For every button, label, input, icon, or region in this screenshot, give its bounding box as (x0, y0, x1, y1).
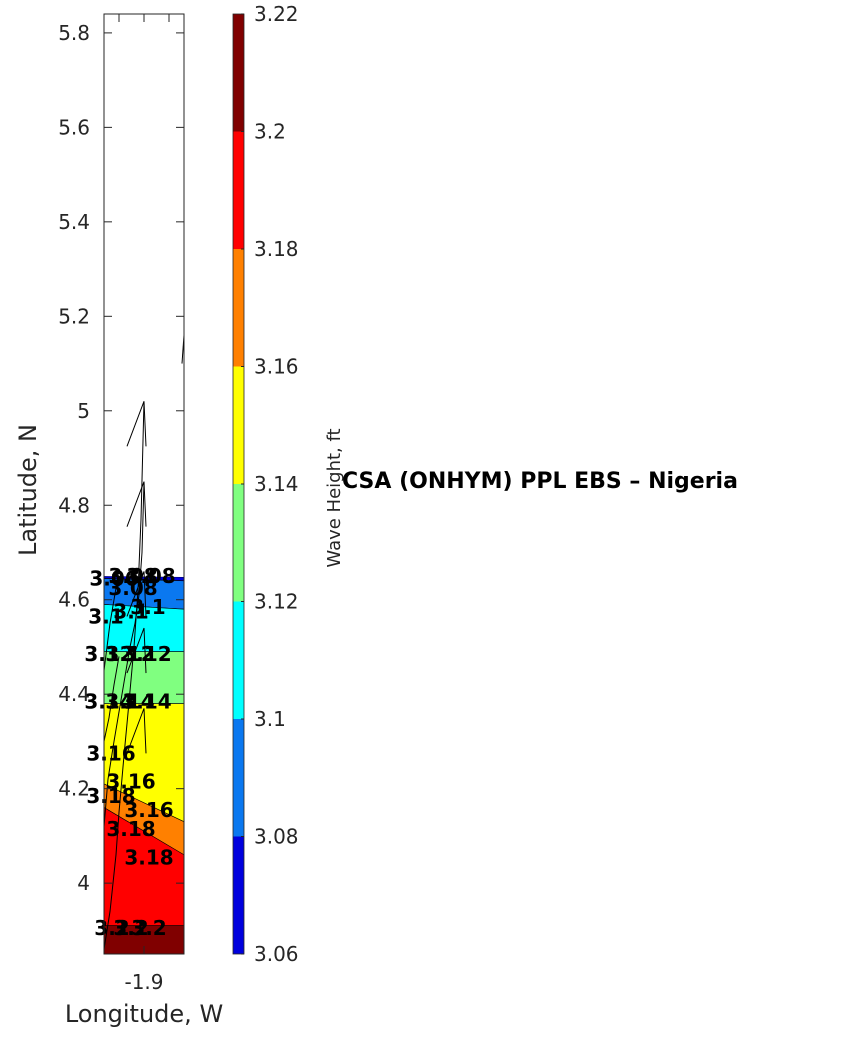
axis-ticks: 4 4.2 4.4 4.6 4.8 5 5.2 5.4 5.6 5.8 -1.9 (58, 14, 184, 994)
colorbar-segment (233, 131, 244, 249)
contour-band (104, 925, 184, 954)
y-tick-label: 4.4 (58, 682, 90, 706)
colorbar-tick-label: 3.22 (254, 2, 299, 26)
y-tick-label: 5.2 (58, 304, 90, 328)
vector-arrowhead (126, 481, 147, 527)
y-tick-label: 5.8 (58, 21, 90, 45)
contour-label: 3.14 (84, 689, 133, 713)
vector-arrowhead (126, 401, 147, 447)
contour-label: 3.1 (130, 595, 165, 619)
contour-label: 3.08 (108, 576, 157, 600)
vector-arrowhead (126, 627, 147, 674)
colorbar-tick-label: 3.06 (254, 942, 299, 966)
contour-labels: 3.063.083.083.083.13.13.13.123.123.123.1… (84, 564, 175, 940)
y-tick-label: 5 (77, 399, 90, 423)
contour-label: 3.2 (131, 916, 166, 940)
colorbar-segment (233, 366, 244, 484)
contour-band (104, 703, 184, 823)
y-tick-label: 4.2 (58, 777, 90, 801)
vector-arrowhead (126, 708, 147, 754)
contour-band (104, 651, 184, 704)
contour-label: 3.16 (124, 798, 173, 822)
colorbar-title: Wave Height, ft (324, 428, 345, 567)
no-data-region (104, 14, 184, 578)
colorbar-segment (233, 836, 244, 954)
contour-label: 3.08 (108, 564, 157, 588)
contour-label: 3.18 (106, 817, 155, 841)
contour-label: 3.12 (84, 642, 133, 666)
colorbar-tick-label: 3.08 (254, 825, 299, 849)
colorbar-segment (233, 484, 244, 602)
y-tick-label: 5.6 (58, 115, 90, 139)
contour-label: 3.1 (113, 600, 148, 624)
contour-label: 3.18 (86, 784, 135, 808)
y-tick-label: 4.8 (58, 493, 90, 517)
colorbar-tick-label: 3.1 (254, 707, 286, 731)
contour-label: 3.1 (88, 604, 123, 628)
colorbar-tick-label: 3.16 (254, 355, 299, 379)
y-axis-title: Latitude, N (14, 424, 42, 556)
vector-line (104, 401, 145, 950)
contour-label: 3.08 (126, 564, 175, 588)
colorbar-segment (233, 14, 244, 132)
contour-label: 3.2 (94, 916, 129, 940)
x-axis-title: Longitude, W (65, 1000, 223, 1028)
contour-band (104, 783, 184, 856)
colorbar-tick-label: 3.2 (254, 120, 286, 144)
colorbar-segment (233, 249, 244, 367)
contour-label: 3.2 (113, 916, 148, 940)
contour-label: 3.16 (106, 770, 155, 794)
colorbar: 3.06 3.08 3.1 3.12 3.14 3.16 3.18 3.2 3.22 (232, 2, 299, 966)
vector-arrowhead (126, 571, 147, 617)
y-tick-label: 4.6 (58, 588, 90, 612)
vector-line (104, 656, 120, 742)
colorbar-segment (233, 601, 244, 719)
colorbar-tick-label: 3.12 (254, 590, 299, 614)
colorbar-tick-label: 3.14 (254, 472, 299, 496)
contour-band (104, 578, 184, 610)
side-title: CSA (ONHYM) PPL EBS – Nigeria (342, 469, 738, 494)
colorbar-segment (233, 719, 244, 837)
contour-label: 3.14 (122, 689, 171, 713)
x-tick-label: -1.9 (124, 970, 163, 994)
contour-band (104, 807, 184, 926)
contour-label: 3.06 (89, 567, 138, 591)
y-tick-label: 5.4 (58, 210, 90, 234)
contour-label: 3.16 (86, 741, 135, 765)
contour-label: 3.14 (105, 689, 154, 713)
contour-bands (104, 14, 184, 954)
colorbar-tick-label: 3.18 (254, 237, 299, 261)
contour-label: 3.12 (122, 642, 171, 666)
y-tick-label: 4 (77, 871, 90, 895)
vector-line (104, 576, 119, 671)
contour-label: 3.18 (124, 845, 173, 869)
contour-label: 3.12 (105, 642, 154, 666)
